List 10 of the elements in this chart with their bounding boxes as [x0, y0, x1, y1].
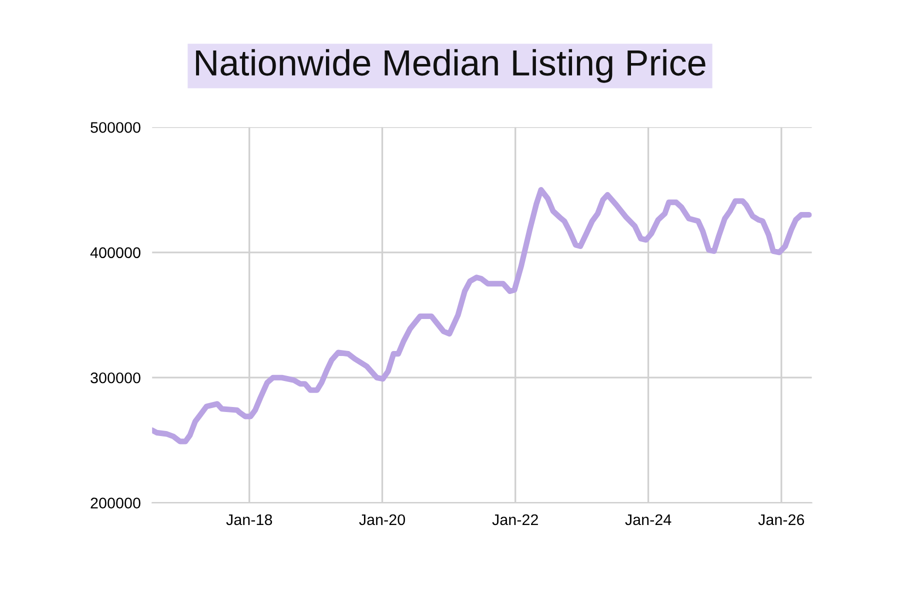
- x-tick-label: Jan-26: [758, 514, 804, 526]
- y-tick-label: 200000: [90, 498, 140, 508]
- chart-title: Nationwide Median Listing Price: [196, 49, 706, 83]
- x-tick-label: Jan-18: [226, 514, 272, 526]
- x-tick-label: Jan-20: [359, 514, 406, 526]
- y-tick-label: 500000: [90, 122, 140, 133]
- y-tick-label: 400000: [90, 247, 140, 258]
- x-tick-label: Jan-24: [625, 514, 672, 526]
- y-tick-label: 300000: [90, 372, 140, 384]
- x-tick-label: Jan-22: [492, 514, 538, 526]
